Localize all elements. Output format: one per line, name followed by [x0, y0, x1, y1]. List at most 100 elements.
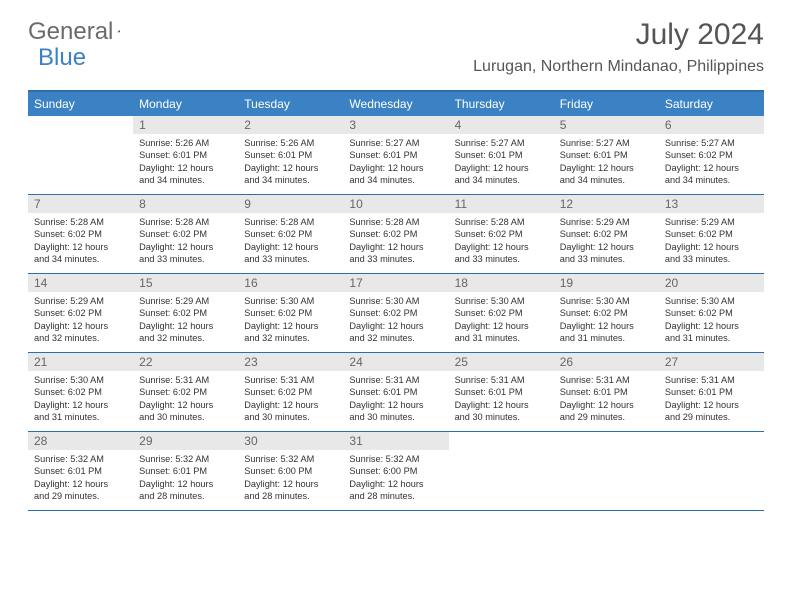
- day-number: 2: [238, 116, 343, 134]
- weekday-fri: Friday: [554, 92, 659, 116]
- info-line-d2: and 34 minutes.: [139, 174, 232, 186]
- info-line-d1: Daylight: 12 hours: [244, 478, 337, 490]
- weekday-sat: Saturday: [659, 92, 764, 116]
- info-line-d1: Daylight: 12 hours: [349, 241, 442, 253]
- day-info: Sunrise: 5:31 AMSunset: 6:02 PMDaylight:…: [133, 371, 238, 428]
- info-line-d2: and 28 minutes.: [139, 490, 232, 502]
- week-row: 21Sunrise: 5:30 AMSunset: 6:02 PMDayligh…: [28, 353, 764, 432]
- info-line-d2: and 32 minutes.: [349, 332, 442, 344]
- info-line-sr: Sunrise: 5:27 AM: [455, 137, 548, 149]
- day-info: Sunrise: 5:31 AMSunset: 6:02 PMDaylight:…: [238, 371, 343, 428]
- day-number: 15: [133, 274, 238, 292]
- info-line-ss: Sunset: 6:02 PM: [455, 307, 548, 319]
- day-info: Sunrise: 5:32 AMSunset: 6:01 PMDaylight:…: [28, 450, 133, 507]
- day-cell: 22Sunrise: 5:31 AMSunset: 6:02 PMDayligh…: [133, 353, 238, 431]
- day-number: 5: [554, 116, 659, 134]
- day-cell: [554, 432, 659, 510]
- info-line-sr: Sunrise: 5:31 AM: [349, 374, 442, 386]
- info-line-sr: Sunrise: 5:31 AM: [244, 374, 337, 386]
- day-info: Sunrise: 5:27 AMSunset: 6:01 PMDaylight:…: [449, 134, 554, 191]
- day-number: 22: [133, 353, 238, 371]
- day-cell: 18Sunrise: 5:30 AMSunset: 6:02 PMDayligh…: [449, 274, 554, 352]
- info-line-sr: Sunrise: 5:31 AM: [455, 374, 548, 386]
- info-line-ss: Sunset: 6:01 PM: [349, 386, 442, 398]
- info-line-d1: Daylight: 12 hours: [139, 162, 232, 174]
- info-line-sr: Sunrise: 5:31 AM: [139, 374, 232, 386]
- day-cell: 4Sunrise: 5:27 AMSunset: 6:01 PMDaylight…: [449, 116, 554, 194]
- day-info: Sunrise: 5:31 AMSunset: 6:01 PMDaylight:…: [659, 371, 764, 428]
- day-cell: 6Sunrise: 5:27 AMSunset: 6:02 PMDaylight…: [659, 116, 764, 194]
- info-line-d2: and 34 minutes.: [244, 174, 337, 186]
- info-line-ss: Sunset: 6:02 PM: [665, 307, 758, 319]
- weekday-sun: Sunday: [28, 92, 133, 116]
- day-cell: 31Sunrise: 5:32 AMSunset: 6:00 PMDayligh…: [343, 432, 448, 510]
- day-cell: 8Sunrise: 5:28 AMSunset: 6:02 PMDaylight…: [133, 195, 238, 273]
- info-line-d1: Daylight: 12 hours: [34, 399, 127, 411]
- day-info: Sunrise: 5:31 AMSunset: 6:01 PMDaylight:…: [343, 371, 448, 428]
- day-cell: 7Sunrise: 5:28 AMSunset: 6:02 PMDaylight…: [28, 195, 133, 273]
- info-line-ss: Sunset: 6:02 PM: [244, 228, 337, 240]
- info-line-ss: Sunset: 6:01 PM: [455, 149, 548, 161]
- info-line-d1: Daylight: 12 hours: [455, 162, 548, 174]
- info-line-d1: Daylight: 12 hours: [560, 320, 653, 332]
- week-row: 7Sunrise: 5:28 AMSunset: 6:02 PMDaylight…: [28, 195, 764, 274]
- info-line-d1: Daylight: 12 hours: [139, 320, 232, 332]
- info-line-ss: Sunset: 6:00 PM: [244, 465, 337, 477]
- week-row: 1Sunrise: 5:26 AMSunset: 6:01 PMDaylight…: [28, 116, 764, 195]
- day-info: Sunrise: 5:28 AMSunset: 6:02 PMDaylight:…: [238, 213, 343, 270]
- info-line-ss: Sunset: 6:01 PM: [665, 386, 758, 398]
- day-cell: [449, 432, 554, 510]
- day-info: Sunrise: 5:30 AMSunset: 6:02 PMDaylight:…: [554, 292, 659, 349]
- info-line-d1: Daylight: 12 hours: [349, 399, 442, 411]
- day-number: 6: [659, 116, 764, 134]
- day-number: 7: [28, 195, 133, 213]
- weekday-header: Sunday Monday Tuesday Wednesday Thursday…: [28, 92, 764, 116]
- info-line-sr: Sunrise: 5:30 AM: [34, 374, 127, 386]
- day-info: Sunrise: 5:26 AMSunset: 6:01 PMDaylight:…: [238, 134, 343, 191]
- info-line-d1: Daylight: 12 hours: [560, 241, 653, 253]
- info-line-ss: Sunset: 6:02 PM: [139, 307, 232, 319]
- info-line-ss: Sunset: 6:02 PM: [34, 386, 127, 398]
- info-line-sr: Sunrise: 5:30 AM: [665, 295, 758, 307]
- day-cell: 16Sunrise: 5:30 AMSunset: 6:02 PMDayligh…: [238, 274, 343, 352]
- info-line-ss: Sunset: 6:02 PM: [560, 307, 653, 319]
- info-line-d2: and 29 minutes.: [560, 411, 653, 423]
- info-line-sr: Sunrise: 5:32 AM: [139, 453, 232, 465]
- info-line-sr: Sunrise: 5:28 AM: [455, 216, 548, 228]
- info-line-ss: Sunset: 6:02 PM: [244, 386, 337, 398]
- logo: General: [28, 18, 137, 46]
- info-line-sr: Sunrise: 5:32 AM: [244, 453, 337, 465]
- info-line-d2: and 32 minutes.: [34, 332, 127, 344]
- info-line-sr: Sunrise: 5:27 AM: [349, 137, 442, 149]
- info-line-sr: Sunrise: 5:29 AM: [139, 295, 232, 307]
- info-line-d2: and 34 minutes.: [665, 174, 758, 186]
- day-cell: 25Sunrise: 5:31 AMSunset: 6:01 PMDayligh…: [449, 353, 554, 431]
- info-line-sr: Sunrise: 5:29 AM: [665, 216, 758, 228]
- day-number: 4: [449, 116, 554, 134]
- day-info: Sunrise: 5:29 AMSunset: 6:02 PMDaylight:…: [133, 292, 238, 349]
- day-cell: 21Sunrise: 5:30 AMSunset: 6:02 PMDayligh…: [28, 353, 133, 431]
- info-line-d2: and 30 minutes.: [244, 411, 337, 423]
- logo-triangle-icon: [117, 23, 120, 39]
- info-line-ss: Sunset: 6:02 PM: [560, 228, 653, 240]
- day-number: 31: [343, 432, 448, 450]
- info-line-ss: Sunset: 6:02 PM: [34, 307, 127, 319]
- info-line-ss: Sunset: 6:02 PM: [244, 307, 337, 319]
- day-cell: 19Sunrise: 5:30 AMSunset: 6:02 PMDayligh…: [554, 274, 659, 352]
- info-line-d1: Daylight: 12 hours: [34, 320, 127, 332]
- day-cell: [28, 116, 133, 194]
- info-line-d1: Daylight: 12 hours: [139, 478, 232, 490]
- day-number: 30: [238, 432, 343, 450]
- title-block: July 2024 Lurugan, Northern Mindanao, Ph…: [473, 18, 764, 76]
- info-line-d1: Daylight: 12 hours: [139, 241, 232, 253]
- day-cell: 13Sunrise: 5:29 AMSunset: 6:02 PMDayligh…: [659, 195, 764, 273]
- info-line-d1: Daylight: 12 hours: [665, 399, 758, 411]
- info-line-d1: Daylight: 12 hours: [455, 399, 548, 411]
- info-line-ss: Sunset: 6:02 PM: [455, 228, 548, 240]
- info-line-d2: and 29 minutes.: [34, 490, 127, 502]
- info-line-sr: Sunrise: 5:30 AM: [349, 295, 442, 307]
- info-line-sr: Sunrise: 5:29 AM: [560, 216, 653, 228]
- info-line-sr: Sunrise: 5:27 AM: [665, 137, 758, 149]
- info-line-ss: Sunset: 6:01 PM: [244, 149, 337, 161]
- weekday-tue: Tuesday: [238, 92, 343, 116]
